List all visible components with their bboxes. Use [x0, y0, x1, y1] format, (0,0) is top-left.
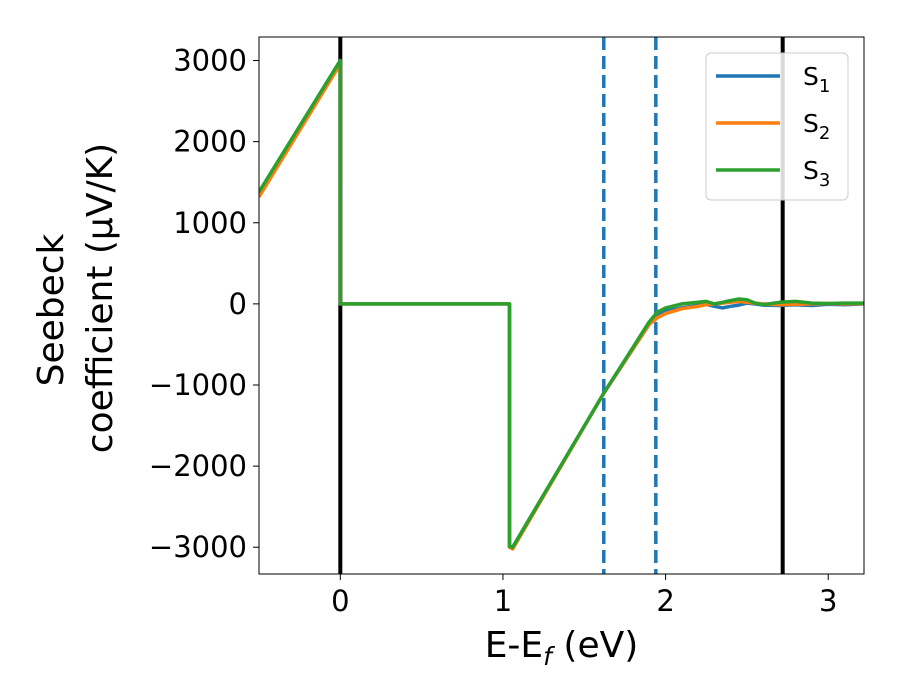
y-tick-label: 3000	[173, 44, 247, 78]
x-axis-title: E-Ef (eV)	[485, 625, 639, 671]
y-tick-label: 1000	[173, 206, 247, 240]
y-tick-label: −3000	[149, 530, 247, 564]
y-tick-label: 0	[229, 287, 247, 321]
x-axis-title-main: E-E	[485, 625, 543, 666]
x-tick-label: 2	[656, 584, 674, 618]
x-axis-title-unit: (eV)	[552, 625, 638, 666]
data-series	[259, 58, 864, 551]
legend-box	[705, 52, 849, 201]
y-axis-title-line2: coefficient (μV/K)	[80, 143, 121, 453]
y-tick-label: −2000	[149, 449, 247, 483]
legend-label-s2: S2	[803, 109, 830, 144]
x-axis-ticks: 0 1 2 3	[331, 574, 837, 618]
legend-label-s3: S3	[803, 156, 830, 191]
y-axis-ticks: 3000 2000 1000 0 −1000 −2000 −3000	[149, 44, 259, 564]
series-line-s3	[259, 58, 864, 549]
y-axis-title-line1: Seebeck	[31, 233, 72, 386]
legend-label-s1: S1	[803, 62, 830, 97]
plot-area-frame	[258, 36, 865, 575]
y-tick-label: 2000	[173, 125, 247, 159]
y-tick-label: −1000	[149, 368, 247, 402]
x-tick-label: 3	[819, 584, 837, 618]
y-axis-title: Seebeck coefficient (μV/K)	[31, 143, 121, 453]
legend: S1 S2 S3	[705, 52, 849, 201]
x-tick-label: 0	[331, 584, 349, 618]
x-tick-label: 1	[494, 584, 512, 618]
